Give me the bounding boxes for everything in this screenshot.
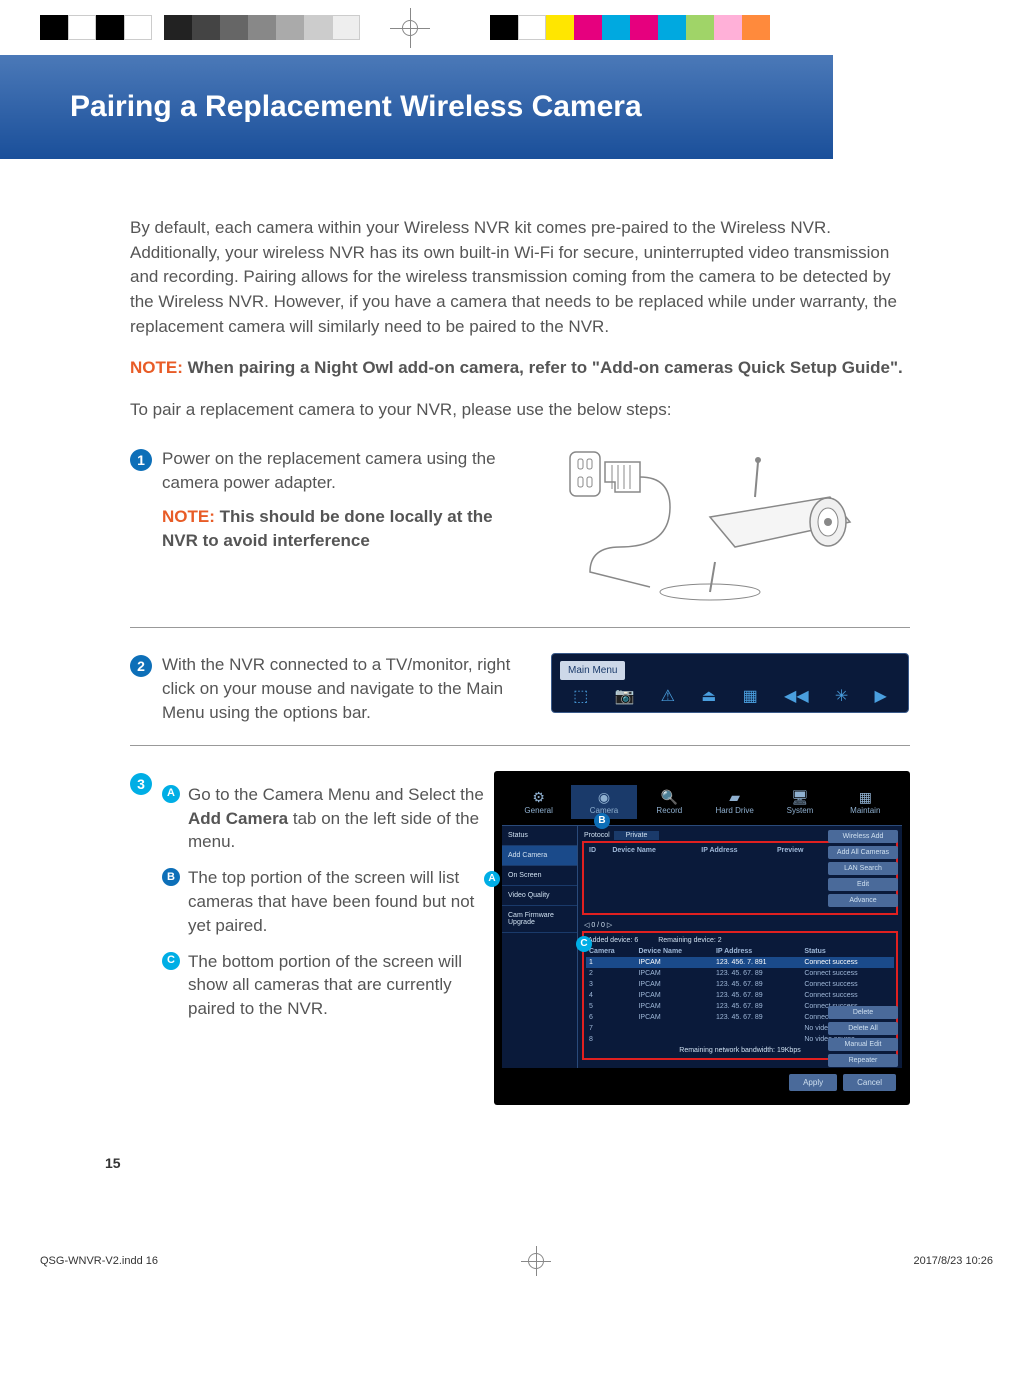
apply-button[interactable]: Apply — [789, 1074, 837, 1091]
play-icon: ▶ — [875, 686, 887, 706]
step-2-text: With the NVR connected to a TV/monitor, … — [162, 653, 550, 724]
step-2: 2 With the NVR connected to a TV/monitor… — [130, 653, 910, 745]
cursor-icon: ⬚ — [573, 686, 588, 706]
substep-c: C The bottom portion of the screen will … — [162, 950, 484, 1021]
nvr-side-item[interactable]: Cam Firmware Upgrade — [502, 906, 577, 933]
note-label: NOTE: — [130, 358, 188, 377]
letter-c: C — [162, 952, 180, 970]
nvr-side-item[interactable]: Video Quality — [502, 886, 577, 906]
step-1-text: Power on the replacement camera using th… — [162, 447, 530, 495]
nvr-button[interactable]: Delete — [828, 1006, 898, 1019]
camera-icon: 📷 — [615, 686, 635, 706]
main-menu-bar: Main Menu ⬚ 📷 ⚠ ⏏ ▦ ◀◀ ✳ ▶ — [550, 653, 910, 724]
substep-a: A Go to the Camera Menu and Select the A… — [162, 783, 484, 854]
callout-a: A — [484, 871, 500, 887]
step-number-3: 3 — [130, 773, 152, 795]
nvr-button[interactable]: Advance — [828, 894, 898, 907]
print-footer: QSG-WNVR-V2.indd 16 2017/8/23 10:26 — [0, 1231, 1033, 1291]
nvr-screenshot: A B C ⚙General◉Camera🔍Record▰Hard Drive🖥… — [494, 771, 910, 1105]
nvr-button[interactable]: Delete All — [828, 1022, 898, 1035]
nvr-tab[interactable]: 🔍Record — [637, 785, 702, 819]
nvr-button[interactable]: Add All Cameras — [828, 846, 898, 859]
letter-b: B — [162, 868, 180, 886]
callout-c: C — [576, 936, 592, 952]
camera-illustration — [550, 447, 910, 607]
step-1-note-label: NOTE: — [162, 507, 220, 526]
footer-registration-mark — [521, 1246, 551, 1276]
page-title: Pairing a Replacement Wireless Camera — [70, 90, 833, 124]
page-header: Pairing a Replacement Wireless Camera — [0, 55, 833, 159]
color-swatches — [490, 15, 770, 40]
footer-file: QSG-WNVR-V2.indd 16 — [40, 1255, 158, 1267]
intro-2: To pair a replacement camera to your NVR… — [130, 398, 910, 423]
grid-icon: ▦ — [743, 686, 758, 706]
nvr-tabs: ⚙General◉Camera🔍Record▰Hard Drive🖥System… — [502, 779, 902, 826]
eject-icon: ⏏ — [701, 686, 716, 706]
nvr-button[interactable]: Repeater — [828, 1054, 898, 1067]
nvr-buttons-bottom: Delete Delete All Manual Edit Repeater — [828, 1006, 898, 1070]
letter-a: A — [162, 785, 180, 803]
nvr-tab[interactable]: ▰Hard Drive — [702, 785, 767, 819]
nvr-side-item[interactable]: On Screen — [502, 866, 577, 886]
grayscale-swatches — [40, 15, 360, 40]
page-number: 15 — [105, 1155, 1033, 1171]
step-3: 3 A Go to the Camera Menu and Select the… — [130, 771, 910, 1125]
gear-icon: ✳ — [835, 686, 848, 706]
main-menu-label: Main Menu — [560, 661, 625, 680]
nvr-side-item[interactable]: Add Camera — [502, 846, 577, 866]
step-number-1: 1 — [130, 449, 152, 471]
step-number-2: 2 — [130, 655, 152, 677]
nvr-tab[interactable]: ⚙General — [506, 785, 571, 819]
rewind-icon: ◀◀ — [784, 686, 809, 706]
registration-bar — [0, 0, 1033, 55]
nvr-button[interactable]: Edit — [828, 878, 898, 891]
substep-b: B The top portion of the screen will lis… — [162, 866, 484, 937]
step-1: 1 Power on the replacement camera using … — [130, 447, 910, 628]
intro-paragraph: By default, each camera within your Wire… — [130, 216, 910, 339]
nvr-button[interactable]: Manual Edit — [828, 1038, 898, 1051]
nvr-side-item[interactable]: Status — [502, 826, 577, 846]
footer-date: 2017/8/23 10:26 — [913, 1255, 993, 1267]
nvr-tab[interactable]: ▦Maintain — [833, 785, 898, 819]
note-1: NOTE: When pairing a Night Owl add-on ca… — [130, 356, 910, 381]
nvr-button[interactable]: Wireless Add — [828, 830, 898, 843]
main-menu-icons: ⬚ 📷 ⚠ ⏏ ▦ ◀◀ ✳ ▶ — [560, 686, 900, 706]
nvr-buttons-top: Wireless Add Add All Cameras LAN Search Edi… — [828, 830, 898, 910]
registration-mark — [390, 8, 430, 48]
callout-b: B — [594, 813, 610, 829]
nvr-button[interactable]: LAN Search — [828, 862, 898, 875]
nvr-sidebar: StatusAdd CameraOn ScreenVideo QualityCa… — [502, 826, 578, 1068]
cancel-button[interactable]: Cancel — [843, 1074, 896, 1091]
nvr-footer-buttons: Apply Cancel — [502, 1068, 902, 1097]
nvr-tab[interactable]: 🖥System — [767, 785, 832, 819]
warning-icon: ⚠ — [661, 686, 675, 706]
